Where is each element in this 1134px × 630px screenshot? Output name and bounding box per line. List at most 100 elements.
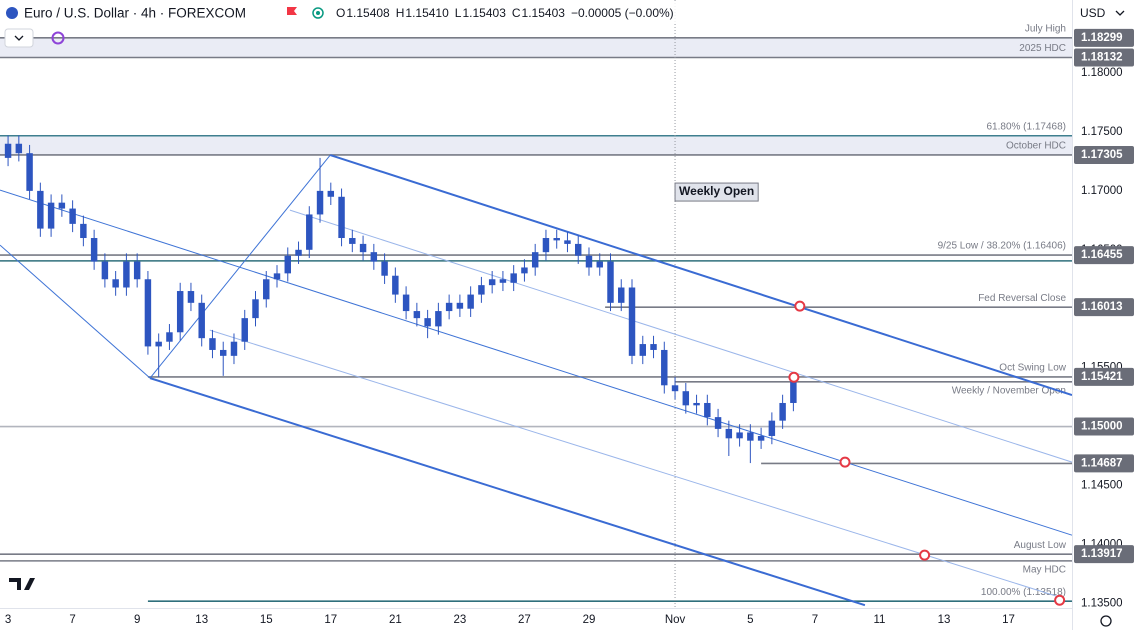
x-tick-label: 23: [453, 614, 466, 626]
trendline: [149, 377, 866, 607]
level-label: October HDC: [1006, 141, 1066, 152]
marker: [919, 549, 931, 561]
chevron: [1115, 10, 1125, 16]
candle-body: [531, 252, 539, 268]
candle-body: [521, 267, 528, 274]
candle-body: [628, 287, 636, 356]
price-label-box: [1074, 246, 1134, 265]
candle-body: [456, 302, 464, 309]
candle-body: [768, 420, 776, 436]
candle-body: [747, 432, 754, 441]
candle-body: [661, 349, 668, 386]
x-tick-label: 17: [324, 614, 337, 626]
price-label-box: [1074, 367, 1134, 386]
collapse-button[interactable]: [4, 28, 34, 48]
level-zone: [0, 135, 1072, 155]
candle-body: [155, 341, 162, 347]
price-label: 1.13917: [1081, 548, 1123, 560]
candle-body: [209, 338, 216, 350]
price-label: 1.17305: [1081, 149, 1123, 161]
candle-body: [295, 249, 302, 256]
currency-button[interactable]: USD: [1074, 2, 1132, 26]
candle-body: [736, 432, 743, 439]
candle-body: [133, 261, 141, 280]
annotation-label: Weekly Open: [679, 184, 754, 198]
x-tick-label: 11: [873, 614, 885, 626]
price-label: 1.14687: [1081, 457, 1123, 469]
candle-body: [650, 344, 657, 350]
candle-body: [252, 299, 259, 319]
candle-body: [58, 202, 66, 209]
level-label: Oct Swing Low: [999, 363, 1066, 374]
candle-body: [187, 291, 195, 303]
candle-body: [574, 243, 582, 256]
candle-body: [585, 255, 593, 268]
x-tick-label: Nov: [665, 614, 686, 626]
candle-body: [564, 240, 571, 244]
candle-body: [757, 435, 765, 441]
candle-body: [359, 243, 367, 253]
quote-value: 1.15403: [462, 6, 506, 20]
candle-body: [349, 238, 356, 244]
candle-body: [144, 279, 152, 347]
candle-body: [671, 385, 679, 392]
candle-body: [123, 261, 130, 288]
candle-body: [69, 208, 76, 224]
candle-body: [704, 402, 711, 418]
quote-key: H: [396, 6, 405, 20]
y-tick-label: 1.13500: [1081, 597, 1123, 609]
candle-body: [26, 153, 33, 191]
price-label: 1.15000: [1081, 421, 1123, 433]
candle-body: [327, 190, 335, 197]
quote-change: −0.00005 (−0.00%): [571, 6, 674, 20]
y-tick-label: 1.17500: [1081, 126, 1123, 138]
quote-key: O: [336, 6, 345, 20]
level-label: August Low: [1014, 540, 1067, 551]
x-tick-label: 17: [1002, 614, 1015, 626]
annotation-box: [674, 182, 759, 202]
x-tick-label: 21: [389, 614, 402, 626]
candle-body: [596, 261, 603, 268]
x-tick-label: 13: [938, 614, 951, 626]
trendline: [0, 189, 1073, 536]
alert-icon[interactable]: [51, 31, 65, 45]
marker: [1054, 594, 1066, 606]
candle-body: [273, 273, 281, 280]
quote-value: 1.15410: [405, 6, 449, 20]
level-label: Weekly / November Open: [952, 385, 1066, 396]
price-label-box: [1074, 28, 1134, 47]
candle-body: [435, 311, 442, 327]
candle-body: [370, 252, 378, 262]
y-tick-label: 1.14500: [1081, 479, 1123, 491]
price-label-box: [1074, 298, 1134, 317]
candle-body: [112, 279, 119, 288]
currency: USD: [1080, 6, 1106, 20]
symbol: Euro / U.S. Dollar · 4h · FOREXCOM: [24, 6, 246, 21]
level-label: 2025 HDC: [1019, 43, 1066, 54]
flag-icon[interactable]: [287, 7, 297, 15]
candle-body: [682, 391, 690, 406]
candle-body: [392, 275, 399, 295]
price-label: 1.18132: [1081, 52, 1123, 64]
level-label: 61.80% (1.17468): [986, 121, 1066, 132]
trendline: [289, 209, 1073, 463]
candle-body: [241, 318, 248, 342]
header: Euro / U.S. Dollar · 4h · FOREXCOM O 1.15…: [0, 2, 690, 48]
candle-body: [381, 261, 388, 276]
marker: [839, 456, 851, 468]
settings-icon[interactable]: [1100, 615, 1112, 627]
price-label: 1.18299: [1081, 32, 1123, 44]
level-label: 9/25 Low / 38.20% (1.16406): [938, 241, 1066, 252]
candle-body: [219, 349, 227, 356]
price-label-box: [1074, 545, 1134, 564]
x-tick-label: 29: [583, 614, 596, 626]
trendline: [209, 329, 1060, 598]
candle-body: [553, 238, 560, 241]
x-tick-label: 27: [518, 614, 531, 626]
x-tick-label: 3: [5, 614, 11, 626]
candle-body: [306, 214, 313, 250]
x-tick-label: 7: [69, 614, 75, 626]
x-tick-label: 13: [195, 614, 208, 626]
